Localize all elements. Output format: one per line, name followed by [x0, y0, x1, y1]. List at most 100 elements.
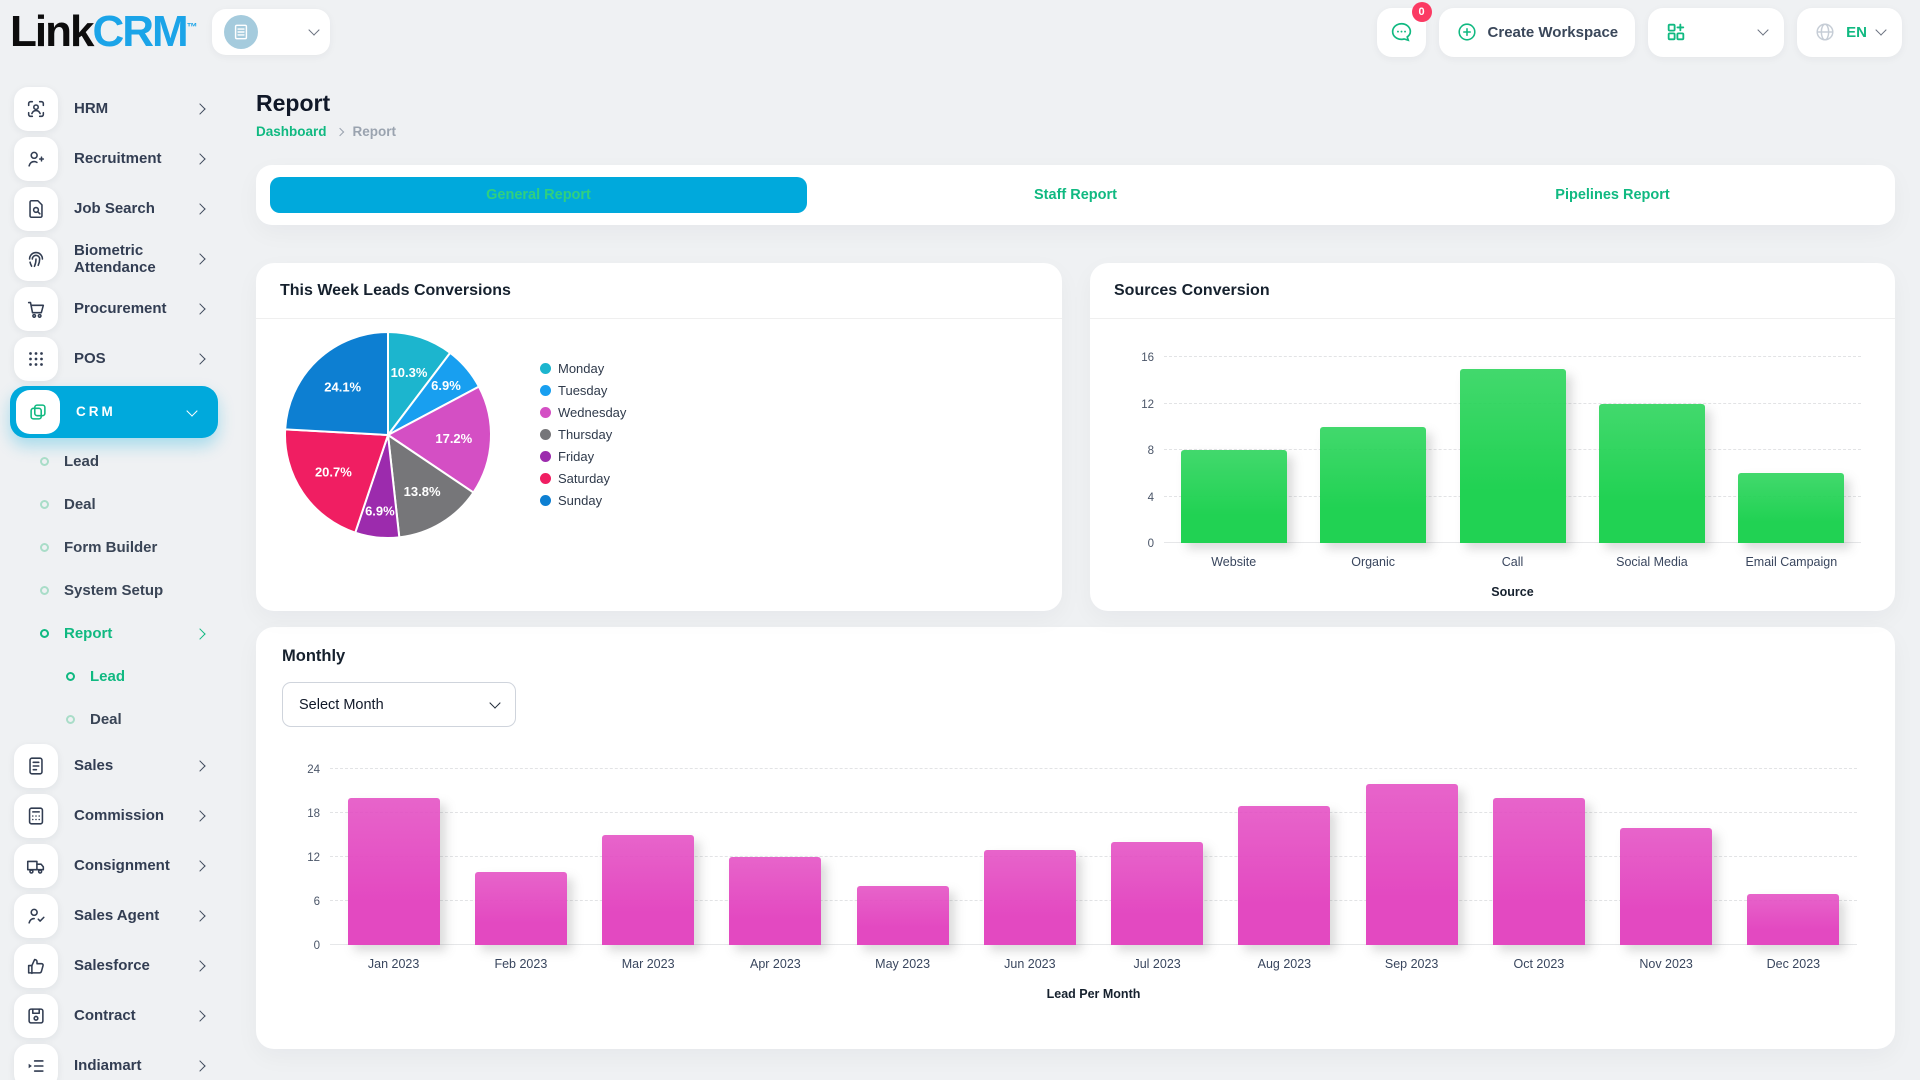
bar-organic[interactable]	[1320, 426, 1427, 543]
recruitment-icon	[14, 137, 58, 181]
monthly-title: Monthly	[282, 647, 346, 665]
sidebar-item-pos[interactable]: POS	[0, 334, 242, 384]
sidebar-item-contract[interactable]: Contract	[0, 991, 242, 1041]
document-icon	[14, 744, 58, 788]
cart-icon	[14, 287, 58, 331]
bar-social-media[interactable]	[1598, 403, 1705, 543]
legend-item-monday[interactable]: Monday	[540, 361, 626, 376]
sidebar-subitem-deal[interactable]: Deal	[0, 698, 242, 741]
sidebar-subitem-label: Deal	[64, 496, 96, 513]
legend-dot	[540, 451, 551, 462]
pie-slice-saturday[interactable]	[284, 428, 390, 534]
sidebar-item-sales-agent[interactable]: Sales Agent	[0, 891, 242, 941]
legend-label: Monday	[558, 361, 605, 376]
language-dropdown[interactable]: EN	[1797, 7, 1902, 57]
legend-item-wednesday[interactable]: Wednesday	[540, 405, 626, 420]
tab-pipelines-report[interactable]: Pipelines Report	[1555, 187, 1670, 203]
legend-label: Tuesday	[558, 383, 608, 398]
top-header: LinkCRM™ 0 Create Workspace EN	[0, 0, 1920, 64]
pie-slice-sunday[interactable]	[284, 330, 389, 437]
bar-jul-2023[interactable]	[1111, 842, 1204, 945]
tab-staff-report[interactable]: Staff Report	[1034, 187, 1117, 203]
sidebar-item-consignment[interactable]: Consignment	[0, 841, 242, 891]
bar-feb-2023[interactable]	[474, 871, 567, 945]
bar-aug-2023[interactable]	[1238, 805, 1331, 945]
sidebar-item-indiamart[interactable]: Indiamart	[0, 1041, 242, 1080]
gridline	[330, 900, 1857, 901]
chevron-right-icon	[194, 860, 206, 872]
bar-may-2023[interactable]	[856, 886, 949, 945]
chevron-right-icon	[194, 253, 206, 265]
sidebar-item-commission[interactable]: Commission	[0, 791, 242, 841]
legend-label: Saturday	[558, 471, 611, 486]
sidebar-subitem-system-setup[interactable]: System Setup	[0, 569, 242, 612]
sidebar-subitem-label: Lead	[90, 668, 126, 685]
pie-slice-wednesday[interactable]	[386, 385, 492, 494]
pie-slice-value-label: 24.1%	[324, 380, 361, 395]
bar-dec-2023[interactable]	[1747, 893, 1840, 945]
bar-sep-2023[interactable]	[1365, 783, 1458, 945]
chevron-right-icon	[194, 153, 206, 165]
bar-apr-2023[interactable]	[729, 857, 822, 945]
person-check-icon	[14, 894, 58, 938]
sidebar-item-biometric-attendance[interactable]: Biometric Attendance	[0, 234, 242, 284]
create-workspace-button[interactable]: Create Workspace	[1438, 7, 1636, 57]
gridline	[330, 768, 1857, 769]
sidebar-subitem-lead[interactable]: Lead	[0, 655, 242, 698]
chevron-down-icon	[1757, 24, 1769, 36]
sidebar-subitem-deal[interactable]: Deal	[0, 483, 242, 526]
sidebar-item-hrm[interactable]: HRM	[0, 84, 242, 134]
month-select[interactable]: Select Month	[282, 682, 516, 727]
bar-slot	[585, 835, 712, 945]
tab-general-report[interactable]: General Report	[270, 177, 807, 213]
y-tick-label: 0	[1147, 538, 1154, 550]
chevron-right-icon	[194, 1010, 206, 1022]
sidebar-item-salesforce[interactable]: Salesforce	[0, 941, 242, 991]
sidebar-item-procurement[interactable]: Procurement	[0, 284, 242, 334]
bar-slot	[1164, 450, 1303, 543]
bullet-icon	[40, 457, 49, 466]
monthly-card: Monthly Select Month 0 6 12 18 24 Jan 2023 Fe…	[256, 627, 1895, 1049]
sidebar-item-crm[interactable]: CRM	[10, 386, 218, 438]
sidebar-item-job-search[interactable]: Job Search	[0, 184, 242, 234]
workspace-select[interactable]	[211, 9, 330, 55]
sidebar-item-sales[interactable]: Sales	[0, 741, 242, 791]
chevron-right-icon	[194, 810, 206, 822]
pie-slice-thursday[interactable]	[386, 432, 475, 539]
bar-email-campaign[interactable]	[1738, 473, 1845, 543]
bar-jan-2023[interactable]	[347, 798, 440, 945]
y-tick-label: 24	[307, 764, 320, 776]
chevron-right-icon	[194, 627, 206, 640]
chevron-right-icon	[194, 103, 206, 115]
sidebar-subitem-lead[interactable]: Lead	[0, 440, 242, 483]
pie-legend: Monday Tuesday Wednesday Thursday Friday Satu…	[540, 361, 626, 508]
bar-nov-2023[interactable]	[1620, 827, 1713, 945]
pie-chart[interactable]: 10.3%6.9%17.2%13.8%6.9%20.7%24.1%	[282, 329, 494, 541]
sidebar-item-label: Salesforce	[74, 957, 150, 975]
bar-call[interactable]	[1459, 368, 1566, 543]
legend-item-saturday[interactable]: Saturday	[540, 471, 626, 486]
bar-slot	[1582, 403, 1721, 543]
legend-item-thursday[interactable]: Thursday	[540, 427, 626, 442]
legend-item-tuesday[interactable]: Tuesday	[540, 383, 626, 398]
chevron-right-icon	[194, 1060, 206, 1072]
legend-item-friday[interactable]: Friday	[540, 449, 626, 464]
sidebar-item-recruitment[interactable]: Recruitment	[0, 134, 242, 184]
pie-slice-value-label: 17.2%	[435, 431, 472, 446]
bar-mar-2023[interactable]	[602, 835, 695, 945]
pie-slice-value-label: 13.8%	[404, 484, 441, 499]
bar-oct-2023[interactable]	[1492, 798, 1585, 945]
x-tick-label: Email Campaign	[1745, 555, 1838, 569]
messages-button[interactable]: 0	[1376, 1, 1432, 57]
x-tick-label: Mar 2023	[621, 957, 675, 971]
sidebar-subitem-report[interactable]: Report	[0, 612, 242, 655]
sidebar-subitem-form-builder[interactable]: Form Builder	[0, 526, 242, 569]
breadcrumb-dashboard-link[interactable]: Dashboard	[256, 124, 327, 139]
bar-website[interactable]	[1180, 450, 1287, 543]
bar-jun-2023[interactable]	[983, 849, 1076, 945]
sidebar-item-label: Procurement	[74, 300, 167, 318]
app-logo[interactable]: LinkCRM™	[10, 10, 198, 54]
legend-item-sunday[interactable]: Sunday	[540, 493, 626, 508]
x-tick-label: Organic	[1351, 555, 1395, 569]
apps-dropdown[interactable]	[1648, 7, 1785, 57]
